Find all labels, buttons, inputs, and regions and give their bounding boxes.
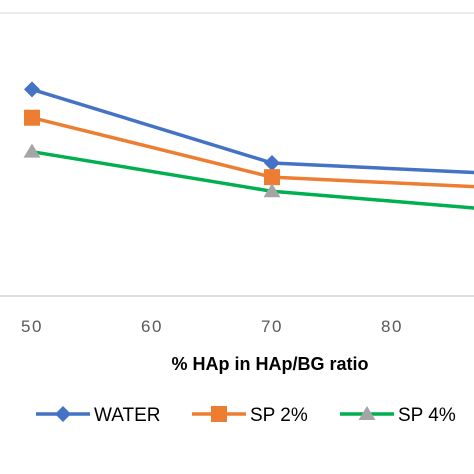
x-tick-labels: 50 60 70 80: [21, 317, 403, 336]
legend-label-water: WATER: [94, 405, 161, 426]
legend-item-sp-2: SP 2%: [192, 405, 308, 426]
data-point-sp-4: [263, 183, 281, 198]
x-axis-title: % HAp in HAp/BG ratio: [172, 354, 369, 374]
data-point-sp-4: [23, 143, 41, 158]
legend: WATER SP 2% SP 4%: [36, 405, 456, 426]
series-line-sp-4: [31, 149, 474, 210]
legend-label-sp-4: SP 4%: [398, 405, 456, 426]
series-water: [24, 81, 474, 175]
legend-label-sp-2: SP 2%: [250, 405, 308, 426]
x-tick-label: 50: [21, 317, 43, 336]
data-point-sp-2: [264, 169, 280, 186]
legend-marker-sp-4: [358, 406, 376, 420]
data-point-water: [24, 81, 40, 98]
series-sp-2: [24, 109, 474, 189]
legend-item-sp-4: SP 4%: [340, 405, 456, 426]
x-tick-label: 60: [141, 317, 163, 336]
x-tick-label: 80: [381, 317, 403, 336]
x-tick-label: 70: [261, 317, 283, 336]
data-point-sp-2: [24, 109, 40, 126]
legend-marker-sp-2: [211, 406, 227, 422]
legend-marker-water: [55, 406, 71, 422]
series-line-sp-2: [31, 116, 474, 189]
series-layer: [23, 81, 474, 210]
data-point-water: [264, 154, 280, 171]
legend-item-water: WATER: [36, 405, 161, 426]
series-sp-4: [23, 143, 474, 210]
